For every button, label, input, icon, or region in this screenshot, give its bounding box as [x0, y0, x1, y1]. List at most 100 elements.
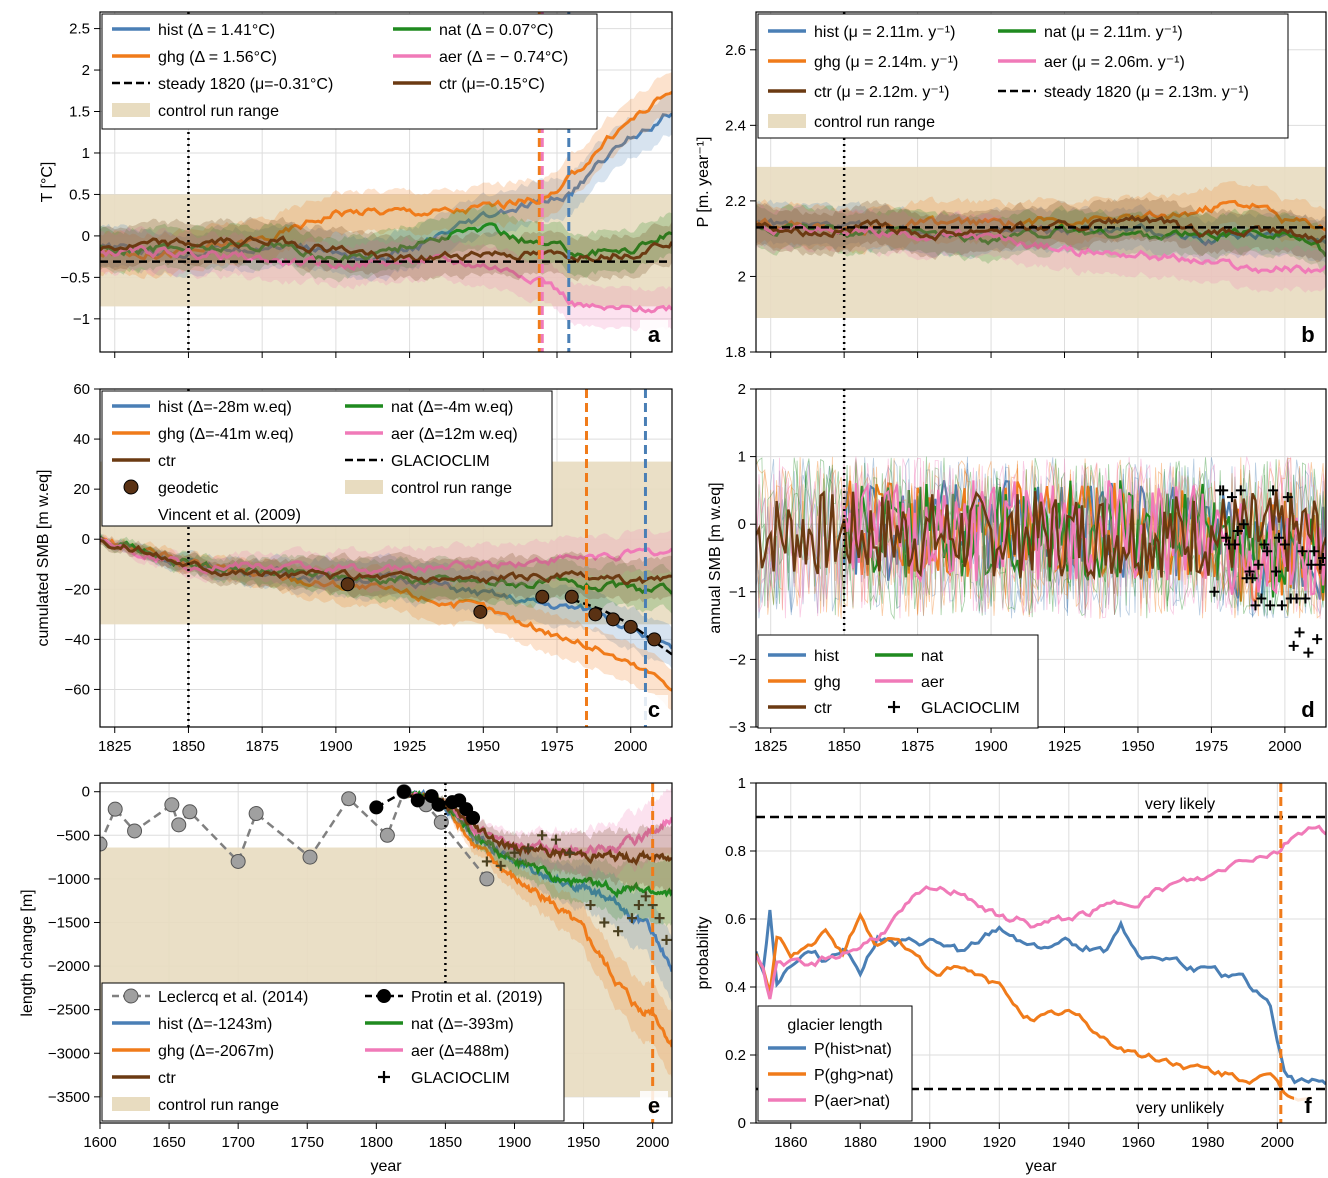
legend-swatch-band — [112, 1097, 150, 1111]
glacioclim-point — [661, 934, 672, 945]
legend-swatch-band — [345, 480, 383, 494]
series-aer — [100, 537, 672, 576]
glacioclim-point — [1235, 485, 1246, 496]
legend-label: aer (Δ=12m w.eq) — [391, 426, 518, 443]
x-tick-label: 1925 — [393, 738, 426, 755]
series-hist — [756, 909, 1326, 1086]
y-tick-label: 2.6 — [725, 42, 746, 59]
y-tick-label: 0 — [82, 228, 90, 245]
glacioclim-point — [523, 843, 534, 854]
glacioclim-point — [1218, 485, 1229, 496]
threshold-label: very unlikely — [1136, 1100, 1224, 1117]
legend-label: ctr — [814, 700, 832, 717]
glacioclim-point — [1303, 647, 1314, 658]
glacioclim-point — [640, 891, 651, 902]
glacioclim-point — [626, 913, 637, 924]
envelope-ghg — [100, 534, 672, 711]
envelope-ctr — [100, 216, 672, 282]
series-aer — [756, 824, 1326, 1000]
y-tick-label: 40 — [73, 431, 90, 448]
legend-marker-protin — [377, 989, 391, 1003]
glacioclim-point — [1315, 559, 1326, 570]
axes-frame — [99, 11, 673, 353]
y-tick-label: −1000 — [48, 871, 90, 888]
glacioclim-point — [1221, 532, 1232, 543]
legend-swatch-geodetic — [123, 479, 139, 495]
glacioclim-point — [1250, 600, 1261, 611]
x-tick-label: 1975 — [540, 738, 573, 755]
y-tick-label: 0.6 — [725, 911, 746, 928]
glacioclim-point — [654, 913, 665, 924]
legend-label: control run range — [158, 103, 279, 120]
legend: glacier length P(hist>nat) P(ghg>nat) P(aer… — [757, 1005, 913, 1122]
leclercq-point — [107, 801, 123, 817]
geodetic-point — [606, 612, 621, 627]
glacioclim-point — [1291, 593, 1302, 604]
x-tick-label: 2000 — [1261, 1134, 1294, 1151]
panel-a: −1 −0.5 0 0.5 1 1.5 2 2.5 T [°C] a hist (Δ = 1.41°… — [39, 11, 673, 358]
axes-frame — [99, 782, 673, 1124]
legend-label: ctr — [158, 453, 176, 470]
legend-label: aer — [921, 674, 945, 691]
legend-label: ghg (Δ=-41m w.eq) — [158, 426, 294, 443]
x-tick-label: 1920 — [983, 1134, 1016, 1151]
x-tick-label: 1980 — [1191, 1134, 1224, 1151]
y-tick-label: 60 — [73, 381, 90, 398]
y-tick-label: 2 — [738, 268, 746, 285]
glacioclim-point — [1259, 539, 1270, 550]
series-ctr — [100, 235, 672, 263]
legend-label: Leclercq et al. (2014) — [158, 989, 308, 1006]
y-tick-label: −2 — [729, 651, 746, 668]
legend-label: nat (Δ=-4m w.eq) — [391, 399, 513, 416]
protin-point — [396, 784, 411, 799]
y-tick-label: −1500 — [48, 914, 90, 931]
y-tick-label: −3000 — [48, 1045, 90, 1062]
glacioclim-point — [1209, 586, 1220, 597]
y-tick-label: 0.8 — [725, 843, 746, 860]
panel-letter-bg — [640, 320, 668, 348]
legend-label: Vincent et al. (2009) — [158, 507, 301, 524]
legend-label: steady 1820 (μ = 2.13m. y⁻¹) — [1044, 84, 1249, 101]
y-tick-label: 1.8 — [725, 344, 746, 361]
glacioclim-point — [1265, 600, 1276, 611]
glacioclim-point — [1273, 532, 1284, 543]
envelope-nat — [404, 789, 672, 927]
y-tick-label: 2 — [82, 62, 90, 79]
legend-label: aer (μ = 2.06m. y⁻¹) — [1044, 54, 1185, 71]
glacioclim-point — [550, 834, 561, 845]
leclercq-point — [379, 827, 395, 843]
panel-c: 1825 1850 1875 1900 1925 1950 1975 2000 −60 −40 −2… — [35, 381, 673, 755]
series-ghg — [100, 91, 672, 261]
x-tick-label: 1600 — [83, 1134, 116, 1151]
glacioclim-point — [1279, 539, 1290, 550]
x-tick-label: 1850 — [827, 738, 860, 755]
geodetic-point — [564, 589, 579, 604]
panel-letter: e — [648, 1093, 660, 1118]
legend-label: GLACIOCLIM — [411, 1070, 510, 1087]
x-tick-label: 1825 — [98, 738, 131, 755]
legend: hist (Δ=-28m w.eq) ghg (Δ=-41m w.eq) ctr ge… — [101, 390, 553, 527]
y-tick-label: −60 — [65, 681, 90, 698]
y-tick-label: 2.5 — [69, 21, 90, 38]
legend-label: control run range — [814, 114, 935, 131]
glacioclim-point — [1238, 519, 1249, 530]
protin-point — [466, 810, 481, 825]
panel-letter: c — [648, 697, 660, 722]
glacioclim-point — [1282, 492, 1293, 503]
x-tick-label: 1850 — [172, 738, 205, 755]
envelope-aer — [756, 204, 1326, 293]
legend-swatch-band — [768, 114, 806, 128]
y-tick-label: 2 — [738, 381, 746, 398]
legend-label: P(ghg>nat) — [814, 1067, 894, 1084]
legend-box — [101, 982, 565, 1122]
y-tick-label: 0 — [738, 516, 746, 533]
protin-point — [431, 797, 446, 812]
legend-label: control run range — [391, 480, 512, 497]
geodetic-point — [340, 577, 355, 592]
y-tick-label: 20 — [73, 481, 90, 498]
legend-label: hist (Δ = 1.41°C) — [158, 22, 275, 39]
series-ghg — [756, 911, 1313, 1102]
legend-label: nat (μ = 2.11m. y⁻¹) — [1044, 24, 1183, 41]
legend-label: ghg (Δ = 1.56°C) — [158, 49, 277, 66]
y-tick-label: 1 — [738, 775, 746, 792]
